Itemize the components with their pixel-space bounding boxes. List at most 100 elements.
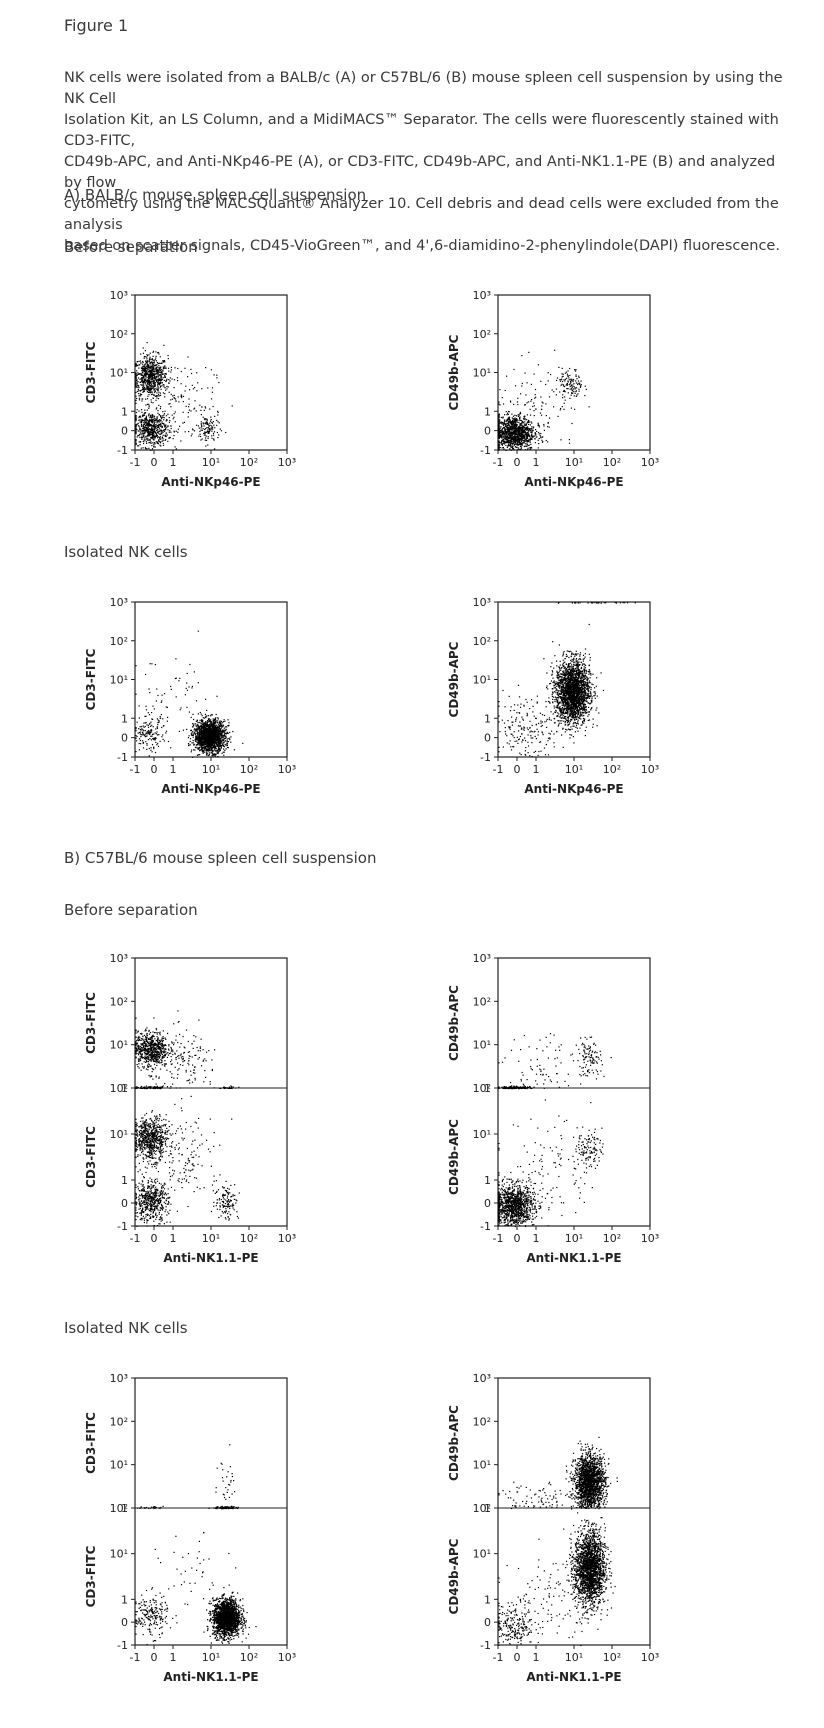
event-dot (152, 426, 154, 428)
event-dot (155, 357, 157, 359)
event-dot (515, 437, 517, 439)
event-dot (526, 419, 528, 421)
event-dot (148, 688, 150, 690)
event-dot (156, 387, 158, 389)
x-tick-label: 10¹ (565, 456, 583, 469)
event-dot (141, 420, 143, 422)
event-dot (146, 448, 148, 450)
event-dot (208, 428, 210, 430)
event-dot (153, 434, 155, 436)
event-dot (547, 426, 549, 428)
event-dot (524, 449, 527, 451)
event-dot (151, 375, 153, 377)
event-dot (163, 725, 165, 727)
event-dot (152, 419, 154, 421)
event-dot (166, 378, 168, 380)
event-dot (514, 421, 517, 423)
event-dot (157, 374, 159, 376)
event-dot (533, 426, 535, 428)
event-dot (223, 734, 225, 737)
event-dot (151, 432, 153, 434)
event-dot (204, 743, 206, 745)
event-dot (152, 387, 154, 390)
event-dot (138, 399, 141, 401)
event-dot (199, 749, 201, 751)
event-dot (217, 725, 219, 727)
event-dot (224, 743, 226, 745)
event-dot (514, 435, 516, 437)
event-dot (140, 726, 143, 728)
event-dot (145, 384, 147, 386)
event-dot (141, 373, 143, 375)
event-dot (527, 433, 529, 435)
x-tick-label: 1 (170, 456, 177, 469)
event-dot (141, 369, 143, 371)
event-dot (524, 428, 526, 430)
y-tick-label: 10¹ (110, 367, 128, 380)
event-dot (142, 415, 145, 417)
event-dot (527, 429, 529, 432)
event-dot (516, 418, 518, 420)
event-dot (560, 384, 562, 386)
event-dot (513, 418, 515, 420)
event-dot (523, 437, 525, 439)
event-dot (135, 441, 137, 443)
event-dot (571, 386, 573, 388)
event-dot (228, 722, 230, 724)
event-dot (138, 435, 140, 437)
event-dot (566, 384, 568, 386)
event-dot (147, 368, 149, 370)
event-dot (142, 424, 144, 426)
event-dot (527, 428, 529, 430)
event-dot (145, 709, 148, 711)
event-dot (161, 373, 163, 375)
event-dot (204, 713, 207, 715)
event-dot (579, 386, 581, 388)
event-dot (512, 445, 514, 447)
event-dot (567, 380, 569, 382)
event-dot (510, 440, 512, 442)
event-dot (156, 372, 158, 374)
event-dot (218, 727, 221, 729)
event-dot (505, 435, 507, 437)
event-dot (149, 425, 151, 427)
event-dot (211, 722, 213, 725)
event-dot (529, 448, 531, 450)
event-dot (525, 445, 527, 447)
event-dot (150, 430, 152, 432)
event-dot (152, 368, 155, 371)
event-dot (511, 428, 513, 430)
event-dot (530, 431, 532, 433)
y-tick-label: -1 (117, 444, 128, 457)
event-dot (150, 424, 152, 426)
event-dot (149, 692, 151, 694)
event-dot (145, 448, 147, 450)
event-dot (141, 366, 143, 368)
event-dot (144, 373, 146, 375)
event-dot (141, 734, 143, 736)
event-dot (157, 429, 159, 431)
event-dot (190, 734, 193, 736)
event-dot (219, 730, 221, 732)
event-dot (158, 384, 160, 386)
event-dot (167, 716, 169, 718)
x-tick-label: 10¹ (202, 763, 220, 776)
event-dot (522, 422, 524, 424)
x-tick-label: -1 (493, 456, 504, 469)
event-dot (566, 373, 568, 375)
event-dot (510, 424, 513, 426)
event-dot (506, 432, 508, 434)
event-dot (142, 428, 145, 430)
event-dot (150, 393, 153, 396)
event-dot (148, 354, 150, 356)
event-dot (152, 429, 154, 431)
event-dot (139, 378, 141, 380)
event-dot (157, 694, 159, 697)
event-dot (564, 399, 566, 401)
event-dot (223, 745, 225, 747)
event-dot (517, 447, 519, 449)
event-dot (569, 367, 571, 370)
event-dot (151, 421, 153, 423)
event-dot (153, 446, 155, 448)
event-dot (159, 424, 162, 426)
